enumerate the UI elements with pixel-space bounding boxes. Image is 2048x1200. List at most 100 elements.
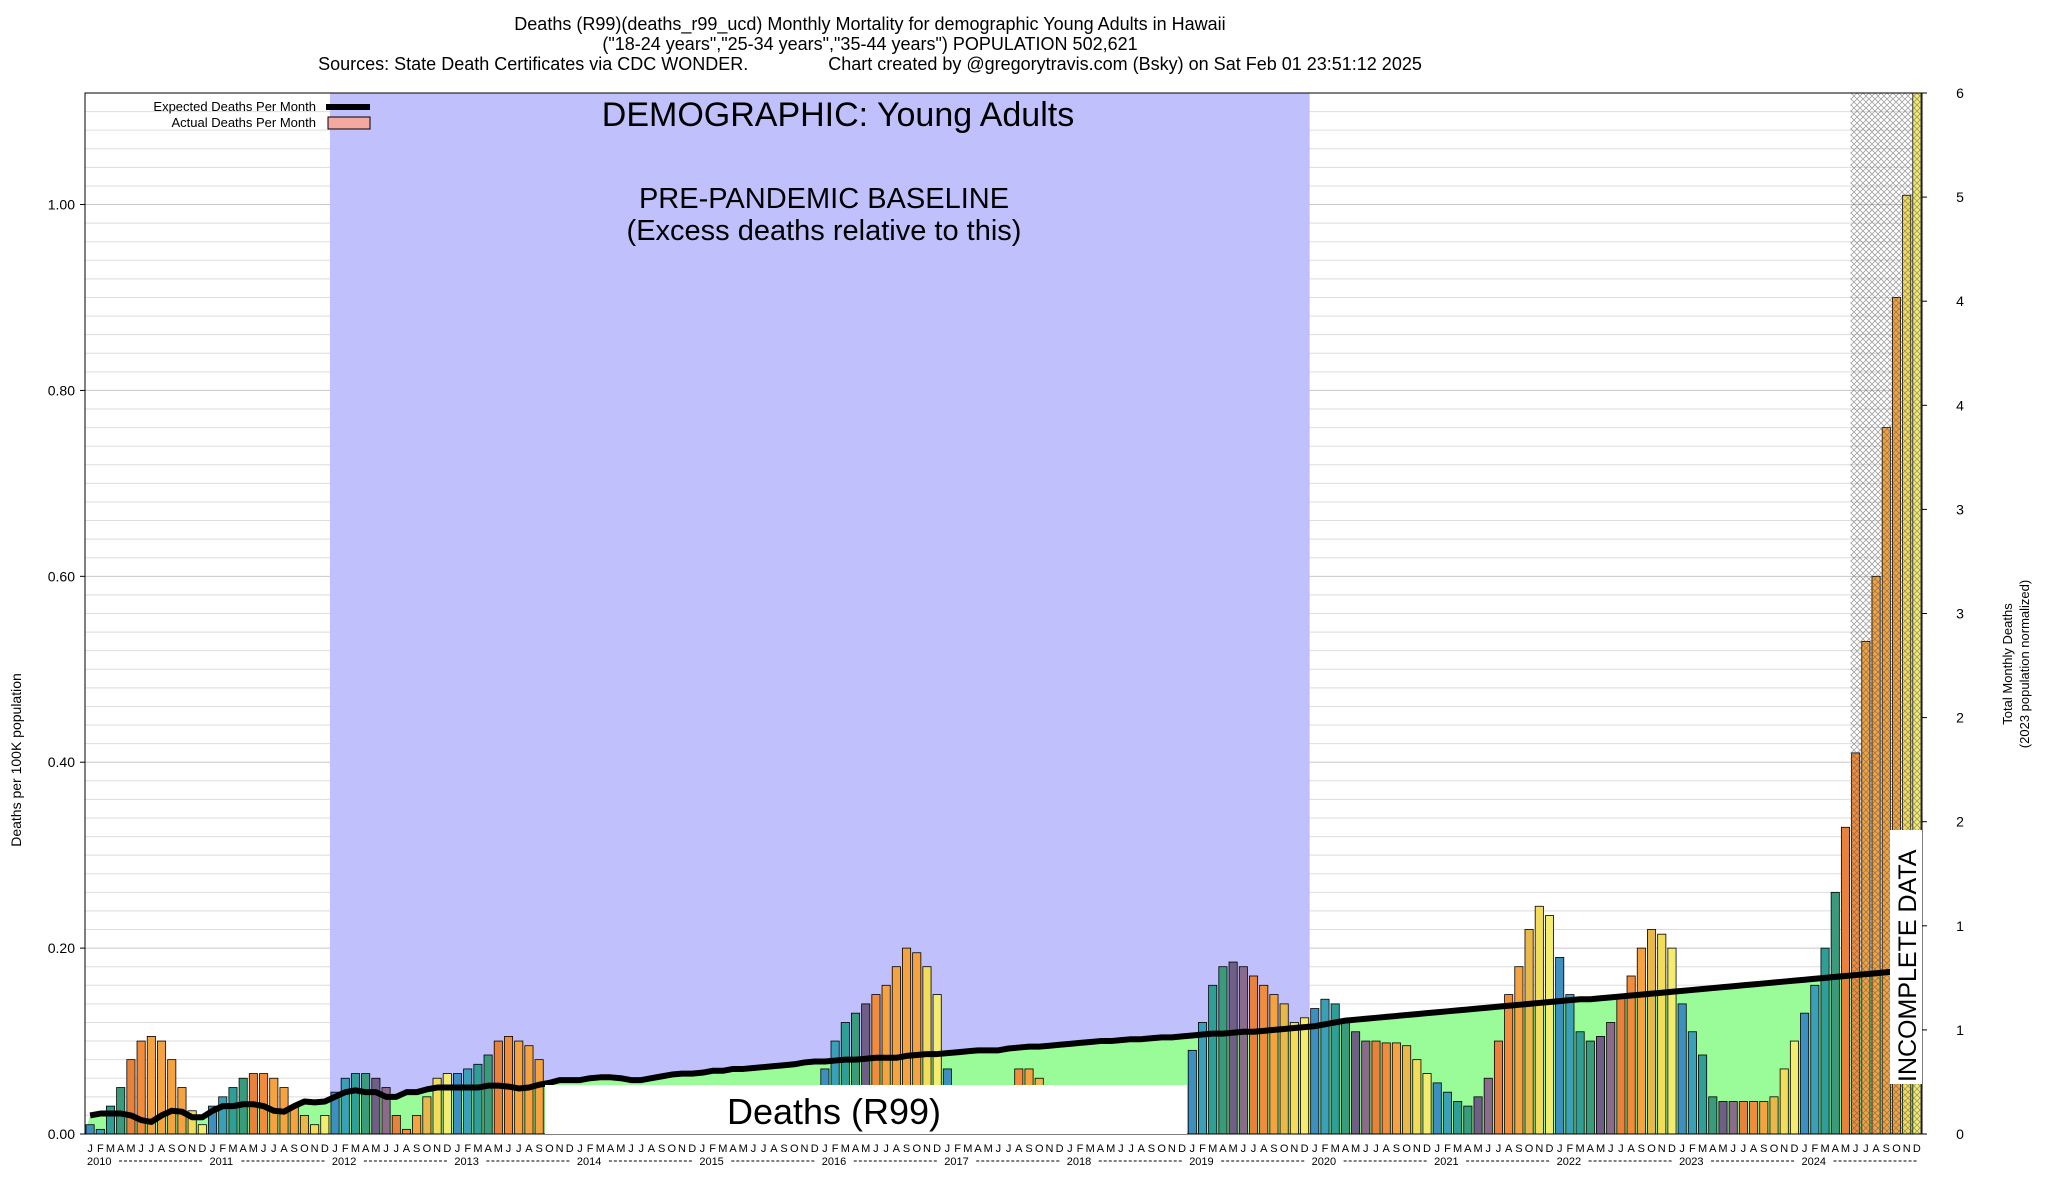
x-month-label: A (974, 1143, 982, 1155)
x-month-label: O (1770, 1143, 1779, 1155)
actual-deaths-bar (269, 1077, 279, 1135)
x-month-label: F (464, 1143, 471, 1155)
x-month-label: J (1118, 1143, 1124, 1155)
x-month-label: S (780, 1143, 787, 1155)
x-month-label: A (525, 1143, 533, 1155)
chart-sources: Sources: State Death Certificates via CD… (318, 54, 749, 74)
x-month-label: J (1557, 1143, 1563, 1155)
actual-deaths-bar (1728, 1101, 1738, 1135)
x-month-label: S (1638, 1143, 1645, 1155)
x-month-label: F (1077, 1143, 1084, 1155)
x-year-label: 2015 (699, 1156, 723, 1168)
actual-deaths-bar (1371, 1040, 1381, 1135)
x-month-label: N (1413, 1143, 1421, 1155)
y-tick-label: 0.80 (48, 382, 75, 398)
actual-deaths-bar (126, 1059, 136, 1135)
x-month-label: J (1067, 1143, 1073, 1155)
x-month-label: J (996, 1143, 1002, 1155)
actual-deaths-bar (1596, 1036, 1606, 1135)
x-month-label: M (351, 1143, 360, 1155)
x-month-label: J (1434, 1143, 1440, 1155)
actual-deaths-bar (310, 1124, 320, 1135)
x-month-label: M (371, 1143, 380, 1155)
x-month-label: M (1698, 1143, 1707, 1155)
x-month-label: O (1280, 1143, 1289, 1155)
y2-tick-label: 6 (1956, 85, 1964, 101)
x-month-label: A (362, 1143, 370, 1155)
actual-deaths-bar (1453, 1101, 1463, 1135)
x-month-label: F (832, 1143, 839, 1155)
x-month-label: A (1219, 1143, 1227, 1155)
x-month-label: J (138, 1143, 144, 1155)
x-year-label: 2022 (1557, 1156, 1581, 1168)
actual-deaths-bar (1391, 1042, 1401, 1135)
y-tick-label: 0.20 (48, 940, 75, 956)
actual-deaths-bar (1504, 994, 1514, 1135)
actual-deaths-bar (1544, 915, 1554, 1135)
y-tick-label: 1.00 (48, 197, 75, 213)
x-month-label: N (923, 1143, 931, 1155)
x-month-label: S (1270, 1143, 1277, 1155)
y2-tick-label: 5 (1956, 189, 1964, 205)
x-month-label: J (638, 1143, 644, 1155)
x-month-label: J (210, 1143, 216, 1155)
actual-deaths-bar (1667, 947, 1677, 1135)
x-month-label: O (545, 1143, 554, 1155)
actual-deaths-bar (167, 1059, 177, 1135)
x-month-label: F (709, 1143, 716, 1155)
x-month-label: J (1802, 1143, 1808, 1155)
actual-deaths-bar (1361, 1040, 1371, 1135)
legend-actual-swatch (327, 116, 371, 130)
legend: Expected Deaths Per Month Actual Deaths … (153, 99, 371, 130)
x-month-label: A (1709, 1143, 1717, 1155)
actual-deaths-bar (1463, 1105, 1473, 1135)
actual-deaths-bar (1779, 1068, 1789, 1135)
x-month-label: M (1229, 1143, 1238, 1155)
x-month-label: N (1658, 1143, 1666, 1155)
x-month-label: A (1872, 1143, 1880, 1155)
legend-expected-label: Expected Deaths Per Month (153, 99, 316, 114)
x-month-label: A (1750, 1143, 1758, 1155)
deaths-label: Deaths (R99) (727, 1091, 941, 1132)
x-month-label: J (1853, 1143, 1859, 1155)
actual-deaths-bar (1718, 1101, 1728, 1135)
x-month-label: N (311, 1143, 319, 1155)
actual-deaths-bar (1606, 1022, 1616, 1135)
actual-deaths-bar (1422, 1073, 1432, 1135)
actual-deaths-bar (1259, 984, 1269, 1135)
x-month-label: N (1045, 1143, 1053, 1155)
actual-deaths-bar (1340, 1022, 1350, 1135)
x-month-label: J (822, 1143, 828, 1155)
actual-deaths-bar (1698, 1054, 1708, 1135)
x-month-label: M (1351, 1143, 1360, 1155)
x-month-label: J (394, 1143, 400, 1155)
x-month-label: M (596, 1143, 605, 1155)
actual-deaths-bar (1320, 998, 1330, 1135)
x-month-label: M (1820, 1143, 1829, 1155)
actual-deaths-bar (1412, 1059, 1422, 1135)
actual-deaths-bar (85, 1124, 95, 1135)
x-month-label: O (790, 1143, 799, 1155)
x-month-label: S (1883, 1143, 1890, 1155)
x-month-label: N (556, 1143, 564, 1155)
y2-tick-label: 4 (1956, 293, 1964, 309)
x-month-label: S (413, 1143, 420, 1155)
x-month-label: J (1730, 1143, 1736, 1155)
x-year-label: 2016 (822, 1156, 846, 1168)
actual-deaths-bar (1616, 994, 1626, 1135)
actual-deaths-bar (1769, 1096, 1779, 1135)
x-month-label: N (678, 1143, 686, 1155)
x-month-label: A (1627, 1143, 1635, 1155)
actual-deaths-bar (1840, 826, 1850, 1135)
x-month-label: J (1608, 1143, 1614, 1155)
x-month-label: M (1576, 1143, 1585, 1155)
x-year-label: 2013 (454, 1156, 478, 1168)
actual-deaths-bar (1524, 929, 1534, 1135)
actual-deaths-bar (1442, 1091, 1452, 1135)
actual-deaths-bar (1187, 1049, 1197, 1135)
y-axis-label: Deaths per 100K population (8, 673, 24, 847)
x-month-label: A (1138, 1143, 1146, 1155)
x-month-label: A (1832, 1143, 1840, 1155)
x-month-label: J (1486, 1143, 1492, 1155)
actual-deaths-bar (218, 1096, 228, 1135)
